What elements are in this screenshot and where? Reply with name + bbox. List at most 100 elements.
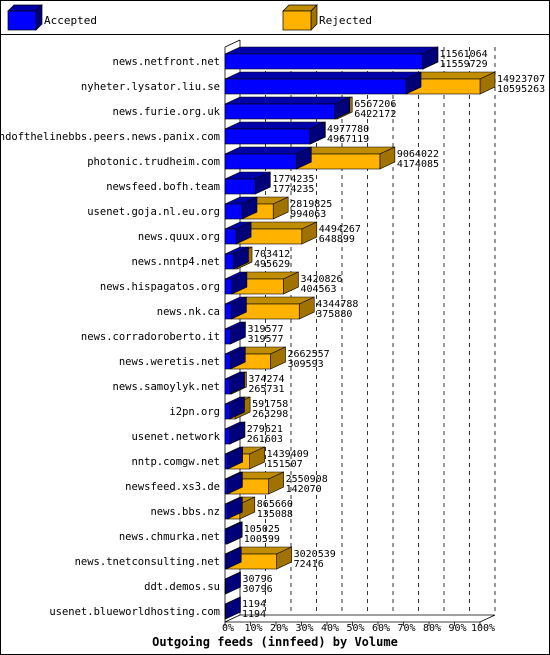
category-label: news.weretis.net: [119, 356, 220, 368]
bar-accepted-5-front: [224, 178, 256, 195]
x-tick-label: 80%: [423, 623, 441, 634]
value-label-top: 1194: [242, 599, 266, 610]
value-label-top: 279621: [247, 424, 283, 435]
bar-accepted-18-front: [224, 503, 228, 520]
category-label: news.samoylyk.net: [113, 381, 220, 393]
x-tick-label: 50%: [346, 623, 364, 634]
category-labels: news.netfront.net nyheter.lysator.liu.se n…: [0, 56, 221, 618]
category-label: news.hispagatos.org: [100, 281, 220, 293]
value-label-bottom: 648899: [319, 234, 355, 245]
bar-accepted-17-front: [224, 478, 228, 495]
value-label-bottom: 151507: [267, 459, 303, 470]
category-label: usenet.goja.nl.eu.org: [87, 206, 220, 218]
legend-rejected-label: Rejected: [319, 14, 372, 27]
legend: Accepted Rejected: [7, 4, 372, 31]
category-label: ddt.demos.su: [144, 581, 220, 593]
value-label-bottom: 135088: [257, 509, 293, 520]
bar-accepted-8-front: [224, 253, 234, 270]
bar-accepted-2: [224, 96, 351, 120]
bar-accepted-19-front: [224, 528, 228, 545]
bar-accepted-12: [224, 346, 246, 370]
value-label-bottom: 1774235: [272, 184, 314, 195]
value-label-bottom: 994063: [290, 209, 326, 220]
category-label: nntp.comgw.net: [131, 456, 220, 468]
bar-accepted-19-side: [226, 521, 243, 545]
legend-accepted-label: Accepted: [44, 14, 97, 27]
bar-accepted-6: [224, 196, 258, 220]
bar-rejected-10: [231, 296, 315, 320]
bar-accepted-0-top: [224, 46, 438, 55]
category-label: news.furie.org.uk: [113, 106, 221, 118]
bar-accepted-13-front: [224, 378, 230, 395]
category-label: news.bbs.nz: [150, 506, 220, 518]
bar-accepted-9: [224, 271, 248, 295]
bar-accepted-22-front: [224, 603, 226, 620]
bar-accepted-20: [224, 546, 242, 570]
bar-accepted-1-front: [224, 78, 407, 95]
category-label: news.quux.org: [138, 231, 220, 243]
value-label-top: 11561064: [440, 49, 488, 60]
legend-rejected-swatch-front: [282, 10, 312, 31]
bar-accepted-10-front: [224, 303, 232, 320]
bar-accepted-7-front: [224, 228, 237, 245]
legend-accepted-swatch-front: [7, 10, 37, 31]
bar-accepted-3-top: [224, 121, 325, 130]
value-label-bottom: 261603: [247, 434, 283, 445]
value-label-top: 4494267: [319, 224, 361, 235]
value-label-bottom: 11559729: [440, 59, 488, 70]
value-label-bottom: 4967119: [327, 134, 369, 145]
bar-accepted-14-front: [224, 403, 230, 420]
bar-accepted-6-front: [224, 203, 243, 220]
bar-accepted-10: [224, 296, 247, 320]
value-label-bottom: 100599: [244, 534, 280, 545]
bar-accepted-1-top: [224, 71, 422, 80]
value-label-top: 4977780: [327, 124, 369, 135]
value-label-bottom: 10595263: [497, 84, 545, 95]
x-axis: 0% 10% 20% 30% 40% 50% 60% 70% 80% 90% 100%: [222, 622, 495, 634]
category-label: news.chmurka.net: [119, 531, 220, 543]
category-label: photonic.trudheim.com: [87, 156, 220, 168]
bar-accepted-2-front: [224, 103, 336, 120]
value-label-top: 1439409: [267, 449, 309, 460]
value-label-bottom: 265731: [248, 384, 284, 395]
value-label-bottom: 309593: [287, 359, 323, 370]
bar-accepted-2-top: [224, 96, 350, 105]
value-label-bottom: 263298: [252, 409, 288, 420]
category-label: news.corradoroberto.it: [81, 331, 220, 343]
bar-accepted-14: [224, 396, 245, 420]
value-label-top: 2550908: [286, 474, 328, 485]
bar-accepted-19: [224, 521, 243, 545]
value-label-top: 865660: [257, 499, 293, 510]
y-axis-depth: [224, 39, 241, 48]
chart-title: Outgoing feeds (innfeed) by Volume: [152, 635, 398, 649]
bar-accepted-21-front: [224, 578, 226, 595]
bar-accepted-12-front: [224, 353, 231, 370]
category-label: nyheter.lysator.liu.se: [81, 81, 220, 93]
value-label-top: 9064022: [397, 149, 439, 160]
bar-accepted-15: [224, 421, 245, 445]
value-label-bottom: 375880: [316, 309, 352, 320]
bar-accepted-4-front: [224, 153, 297, 170]
value-label-bottom: 1194: [242, 609, 266, 620]
x-tick-label: 10%: [244, 623, 262, 634]
value-label-top: 3020539: [294, 549, 336, 560]
value-label-top: 591758: [252, 399, 288, 410]
value-label-bottom: 319577: [247, 334, 283, 345]
value-label-top: 4344788: [316, 299, 358, 310]
value-label-top: 1774235: [272, 174, 314, 185]
bar-accepted-15-side: [229, 421, 245, 445]
bar-accepted-0-front: [224, 53, 423, 70]
chart-floor: [224, 614, 496, 623]
bar-accepted-13: [224, 371, 245, 395]
legend-rejected-swatch: [282, 4, 318, 31]
category-label: usenet.blueworldhosting.com: [49, 606, 220, 618]
value-label-bottom: 6422172: [354, 109, 396, 120]
bar-accepted-5: [224, 171, 271, 195]
value-label-bottom: 4174085: [397, 159, 439, 170]
bar-accepted-1: [224, 71, 422, 95]
value-label-top: 105025: [244, 524, 280, 535]
bar-accepted-11: [224, 321, 246, 345]
bar-accepted-22: [224, 596, 241, 620]
